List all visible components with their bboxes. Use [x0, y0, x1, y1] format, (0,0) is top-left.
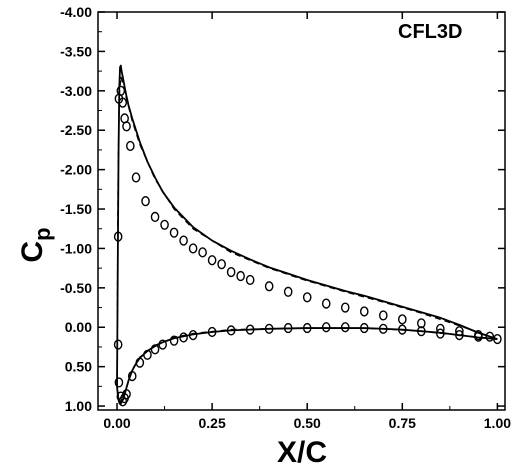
y-tick-label: 0.50 — [65, 359, 92, 375]
experiment-point — [455, 326, 464, 337]
y-tick-label: -0.50 — [60, 280, 92, 296]
experiment-point — [236, 270, 245, 282]
svg-text:Cp: Cp — [16, 227, 55, 262]
y-tick-label: 0.00 — [65, 319, 92, 335]
experiment-point — [116, 85, 126, 96]
experiment-point — [127, 371, 137, 382]
x-axis-title: X/C — [277, 436, 327, 466]
cfl3d-label: CFL3D — [398, 21, 462, 43]
experiment-point — [359, 322, 369, 334]
experiment-point — [169, 227, 179, 238]
experiment-point — [245, 274, 255, 286]
experiment-point — [397, 314, 407, 325]
dashed-cp-line — [116, 75, 498, 404]
solid-cp-line — [116, 64, 498, 405]
y-axis-title-main: C — [16, 241, 49, 263]
experiment-point — [113, 339, 123, 350]
experiment-point — [474, 331, 483, 342]
y-tick-label: -3.00 — [60, 83, 92, 99]
experiment-point — [114, 377, 124, 388]
experiment-point — [122, 389, 131, 400]
x-tick-label: 0.75 — [389, 415, 416, 431]
experiment-point — [264, 323, 274, 334]
experiment-point — [135, 357, 145, 368]
x-tick-label: 0.25 — [198, 415, 225, 431]
experiment-point — [397, 324, 407, 335]
axes: -4.00 -3.50 -3.00 -2.50 -2.00 -1.50 -1.00 -0.50… — [60, 4, 511, 431]
y-axis-title-sub: p — [30, 227, 55, 240]
x-tick-label: 0.50 — [294, 415, 321, 431]
experiment-point — [340, 302, 350, 313]
experiment-point — [359, 306, 369, 317]
experiment-point — [113, 231, 123, 242]
experiment-point — [302, 322, 312, 334]
experiment-point — [226, 266, 236, 278]
experiment-point — [302, 292, 312, 303]
experiment-point — [340, 322, 350, 333]
experiment-point — [436, 328, 445, 339]
experiment-point — [143, 349, 152, 360]
experiment-point — [493, 333, 502, 345]
y-tick-label: 1.00 — [65, 398, 92, 414]
y-tick-label: -1.00 — [60, 240, 92, 256]
experiment-point — [158, 339, 167, 350]
experiment-point — [116, 391, 126, 402]
y-tick-label: -2.50 — [60, 122, 92, 138]
experiment-point — [283, 286, 293, 297]
experiment-point — [226, 325, 236, 336]
x-tick-label: 1.00 — [484, 415, 511, 431]
experiment-point — [179, 235, 188, 246]
y-axis-title: Cp — [16, 227, 55, 262]
experiment-point — [264, 281, 274, 292]
experiment-point — [417, 326, 426, 337]
experiment-point — [321, 322, 331, 333]
plot-frame — [97, 11, 506, 411]
y-tick-label: -2.00 — [60, 162, 92, 178]
experiment-point — [485, 331, 495, 342]
experiment-point — [160, 219, 169, 230]
experiment-point — [436, 323, 445, 334]
experiment-point — [118, 396, 128, 407]
experiment-point — [207, 326, 217, 338]
experiment-point — [283, 322, 293, 334]
experiment-point — [150, 344, 160, 355]
experiment-point — [198, 247, 207, 258]
y-tick-label: -3.50 — [60, 43, 92, 59]
experiment-point — [245, 324, 255, 335]
experiment-point — [122, 121, 131, 132]
experiment-point — [150, 211, 160, 223]
experiment-point — [126, 140, 135, 152]
y-tick-label: -4.00 — [60, 4, 92, 20]
experiment-point — [455, 330, 464, 341]
experiment-point — [118, 97, 128, 108]
experiment-point — [417, 318, 426, 329]
experiment-point — [207, 255, 217, 266]
experiment-point — [217, 259, 226, 270]
experiment-point — [141, 196, 150, 207]
x-tick-label: 0.00 — [103, 415, 130, 431]
experiment-point — [378, 323, 388, 334]
y-tick-label: -1.50 — [60, 201, 92, 217]
experiment-point — [378, 310, 388, 321]
experiment-point — [321, 298, 331, 309]
experiment-point — [188, 330, 198, 341]
experiment-point — [169, 335, 179, 346]
experiment-point — [179, 332, 188, 343]
experiment-point — [188, 243, 198, 254]
series-layer — [113, 64, 502, 407]
experiment-point — [131, 172, 141, 183]
